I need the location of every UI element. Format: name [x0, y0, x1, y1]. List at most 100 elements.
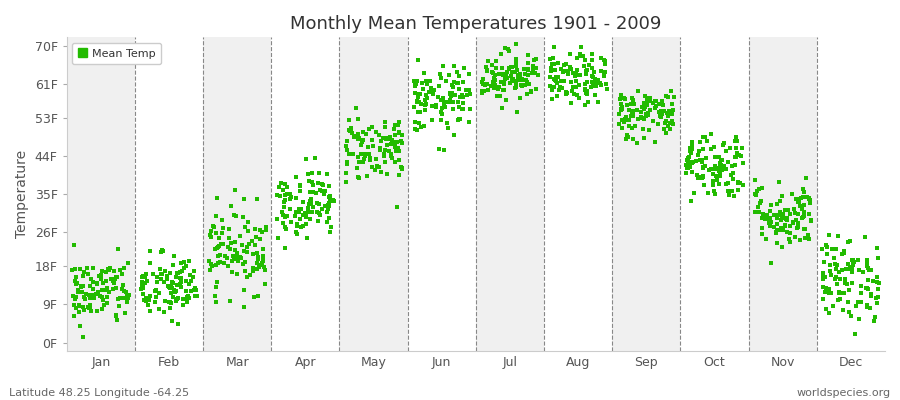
Point [417, 122, 431, 129]
Point [165, 318, 179, 324]
Point [749, 192, 763, 198]
Point [227, 212, 241, 218]
Point [340, 138, 355, 144]
Point [559, 89, 573, 95]
Point [662, 120, 677, 126]
Point [524, 89, 538, 95]
Point [230, 249, 244, 256]
Point [854, 282, 868, 289]
Point [358, 131, 373, 137]
Point [311, 200, 326, 207]
Point [544, 68, 558, 74]
Point [436, 62, 450, 69]
Point [289, 174, 303, 180]
Point [544, 61, 559, 68]
Point [786, 219, 800, 225]
Point [362, 125, 376, 132]
Point [553, 84, 567, 90]
Point [284, 218, 298, 225]
Point [452, 86, 466, 92]
Point [364, 156, 378, 163]
Point [785, 191, 799, 197]
Point [233, 255, 248, 261]
Point [358, 151, 373, 158]
Point [184, 288, 199, 294]
Point [203, 260, 218, 267]
Point [452, 115, 466, 122]
Point [579, 67, 593, 74]
Point [645, 100, 660, 106]
Point [494, 50, 508, 57]
Point [571, 72, 585, 78]
Point [580, 79, 595, 85]
Point [324, 224, 338, 230]
Point [701, 190, 716, 196]
Point [236, 260, 250, 267]
Point [692, 148, 706, 154]
Point [661, 113, 675, 119]
Point [496, 71, 510, 78]
Point [768, 212, 782, 218]
Point [392, 172, 406, 178]
Point [280, 184, 294, 190]
Point [504, 64, 518, 70]
Point [256, 253, 270, 259]
Point [302, 216, 317, 222]
Point [827, 255, 842, 262]
Point [630, 106, 644, 113]
Point [443, 96, 457, 103]
Point [639, 113, 653, 119]
Point [298, 214, 312, 220]
Point [68, 280, 83, 287]
Point [254, 262, 268, 268]
Point [389, 148, 403, 155]
Point [489, 65, 503, 71]
Point [626, 110, 641, 116]
Point [163, 270, 177, 276]
Point [728, 162, 742, 168]
Point [112, 267, 127, 273]
Point [357, 156, 372, 162]
Point [620, 117, 634, 123]
Point [572, 53, 587, 59]
Point [626, 135, 640, 142]
Point [789, 196, 804, 202]
Point [642, 127, 656, 134]
Point [752, 186, 766, 192]
Point [707, 188, 722, 194]
Point [528, 86, 543, 92]
Point [166, 252, 181, 259]
Point [256, 246, 270, 253]
Point [386, 126, 400, 132]
Point [392, 129, 406, 136]
Point [67, 312, 81, 319]
Point [69, 294, 84, 300]
Point [569, 84, 583, 90]
Point [372, 132, 386, 139]
Point [441, 72, 455, 79]
Point [641, 110, 655, 116]
Point [478, 63, 492, 70]
Point [455, 94, 470, 100]
Point [564, 100, 579, 107]
Point [97, 302, 112, 308]
Point [551, 74, 565, 80]
Point [706, 144, 721, 150]
Point [509, 41, 524, 47]
Point [693, 139, 707, 146]
Point [586, 82, 600, 89]
Point [356, 137, 371, 144]
Point [356, 158, 370, 165]
Point [652, 109, 666, 115]
Point [222, 226, 237, 232]
Point [652, 101, 667, 107]
Point [584, 78, 598, 85]
Point [211, 253, 225, 259]
Point [584, 73, 598, 79]
Point [661, 122, 675, 129]
Point [344, 128, 358, 134]
Point [140, 278, 154, 284]
Point [299, 221, 313, 228]
Point [508, 84, 523, 90]
Point [729, 134, 743, 140]
